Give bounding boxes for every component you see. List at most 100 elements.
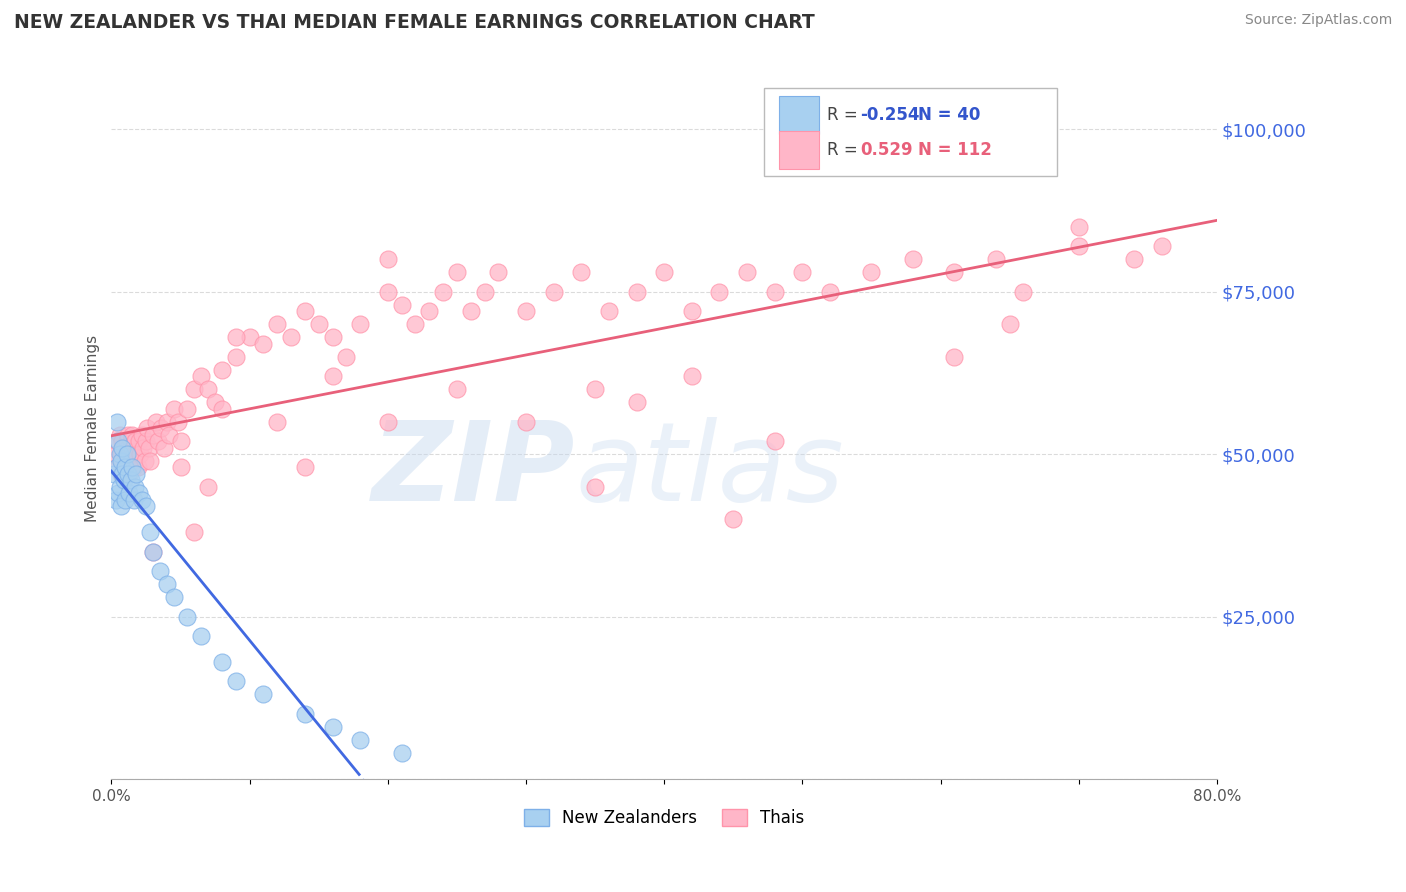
Point xyxy=(136,421,159,435)
Text: atlas: atlas xyxy=(575,417,845,524)
Legend: New Zealanders, Thais: New Zealanders, Thais xyxy=(517,802,811,834)
Point xyxy=(107,460,129,475)
Point xyxy=(432,285,454,299)
Point xyxy=(105,434,128,449)
Point xyxy=(114,460,136,475)
Point xyxy=(377,285,399,299)
Point xyxy=(148,434,170,449)
Point xyxy=(486,265,509,279)
Point xyxy=(112,441,135,455)
Point xyxy=(998,318,1021,332)
Text: R =: R = xyxy=(827,141,863,159)
Point xyxy=(132,441,155,455)
Text: N = 40: N = 40 xyxy=(918,105,981,124)
Point xyxy=(129,447,152,461)
Point xyxy=(1150,239,1173,253)
Text: NEW ZEALANDER VS THAI MEDIAN FEMALE EARNINGS CORRELATION CHART: NEW ZEALANDER VS THAI MEDIAN FEMALE EARN… xyxy=(14,13,815,32)
Point xyxy=(124,434,146,449)
Point xyxy=(111,453,134,467)
Point xyxy=(156,415,179,429)
Point xyxy=(117,441,139,455)
Point xyxy=(104,492,127,507)
Point xyxy=(197,382,219,396)
Point xyxy=(107,434,129,449)
Point xyxy=(118,447,141,461)
Point xyxy=(294,304,316,318)
Point xyxy=(115,460,138,475)
Point xyxy=(122,460,145,475)
Point xyxy=(183,382,205,396)
Point xyxy=(105,460,128,475)
Point xyxy=(115,434,138,449)
Point xyxy=(128,486,150,500)
Point xyxy=(135,499,157,513)
Point xyxy=(225,330,247,344)
Point xyxy=(103,467,125,481)
Point xyxy=(183,525,205,540)
Point xyxy=(1067,239,1090,253)
Point xyxy=(125,447,148,461)
Point xyxy=(335,350,357,364)
Point xyxy=(108,480,131,494)
Point xyxy=(860,265,883,279)
Point xyxy=(709,285,731,299)
Point xyxy=(377,252,399,267)
Point xyxy=(104,447,127,461)
Point xyxy=(121,441,143,455)
Point xyxy=(131,427,153,442)
Point xyxy=(681,369,703,384)
Point xyxy=(121,427,143,442)
Point xyxy=(515,415,537,429)
Point xyxy=(569,265,592,279)
Point xyxy=(598,304,620,318)
Point xyxy=(225,350,247,364)
Point xyxy=(735,265,758,279)
Point xyxy=(763,285,786,299)
Point xyxy=(118,486,141,500)
Point xyxy=(252,688,274,702)
Point xyxy=(124,480,146,494)
Point xyxy=(723,512,745,526)
Point xyxy=(122,447,145,461)
Point xyxy=(108,427,131,442)
Text: Source: ZipAtlas.com: Source: ZipAtlas.com xyxy=(1244,13,1392,28)
Point xyxy=(162,590,184,604)
Point xyxy=(110,499,132,513)
Point xyxy=(114,447,136,461)
Point xyxy=(792,265,814,279)
Point xyxy=(460,304,482,318)
Point xyxy=(446,382,468,396)
FancyBboxPatch shape xyxy=(779,131,818,169)
Point xyxy=(404,318,426,332)
Text: R =: R = xyxy=(827,105,863,124)
Point xyxy=(391,746,413,760)
Point xyxy=(149,564,172,578)
Point xyxy=(321,369,343,384)
Point xyxy=(108,447,131,461)
Point xyxy=(131,492,153,507)
Point xyxy=(321,330,343,344)
Point xyxy=(115,447,138,461)
Point xyxy=(110,467,132,481)
Point xyxy=(583,382,606,396)
Text: ZIP: ZIP xyxy=(373,417,575,524)
Point xyxy=(211,362,233,376)
Point xyxy=(105,415,128,429)
Point xyxy=(122,492,145,507)
Point xyxy=(117,467,139,481)
Point xyxy=(176,609,198,624)
Point xyxy=(135,434,157,449)
Point xyxy=(121,460,143,475)
Point xyxy=(901,252,924,267)
Point xyxy=(266,415,288,429)
Point xyxy=(1067,219,1090,234)
Point xyxy=(125,467,148,481)
Point xyxy=(156,577,179,591)
Point xyxy=(138,441,160,455)
Y-axis label: Median Female Earnings: Median Female Earnings xyxy=(86,334,100,522)
Point xyxy=(626,395,648,409)
Point xyxy=(252,336,274,351)
Point xyxy=(280,330,302,344)
Point xyxy=(111,434,134,449)
Point xyxy=(294,706,316,721)
